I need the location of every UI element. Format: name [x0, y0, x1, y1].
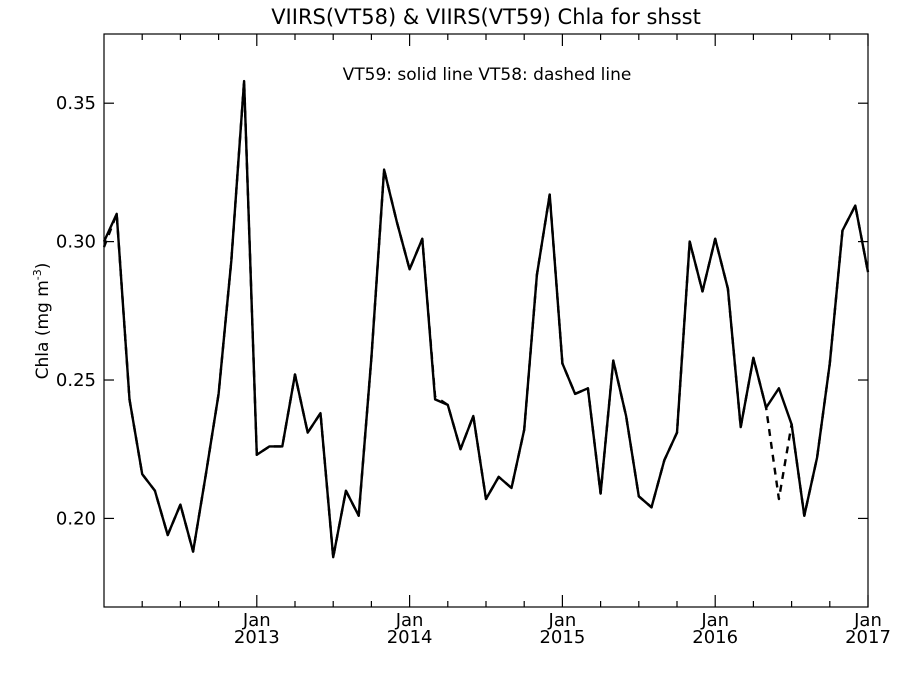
line-style-annotation: VT59: solid line VT58: dashed line — [343, 65, 632, 85]
x-tick-month-label: Jan — [853, 610, 882, 631]
series-line-vt58-dashed — [102, 79, 870, 559]
x-tick-year-label: 2015 — [539, 627, 585, 648]
y-tick-label: 0.35 — [56, 93, 96, 114]
x-tick-year-label: 2017 — [845, 627, 891, 648]
y-axis-ticks: 0.20 0.25 0.30 0.35 — [56, 93, 868, 529]
x-tick-year-label: 2014 — [387, 627, 433, 648]
y-tick-label: 0.25 — [56, 370, 96, 391]
y-axis-label-exponent: -3 — [31, 269, 44, 280]
series-line-vt59-solid — [102, 79, 870, 559]
y-tick-label: 0.20 — [56, 508, 96, 529]
y-axis-label-close: ) — [33, 263, 53, 270]
x-tick-year-label: 2016 — [692, 627, 738, 648]
y-tick-label: 0.30 — [56, 232, 96, 253]
x-tick-month-label: Jan — [242, 610, 271, 631]
x-tick-month-label: Jan — [395, 610, 424, 631]
y-axis-label: Chla (mg m-3) — [31, 263, 53, 380]
series-lines — [102, 79, 870, 559]
x-tick-year-label: 2013 — [234, 627, 280, 648]
x-tick-month-label: Jan — [700, 610, 729, 631]
chart-title: VIIRS(VT58) & VIIRS(VT59) Chla for shsst — [271, 5, 701, 29]
y-axis-label-main: Chla (mg m — [33, 280, 53, 379]
plot-frame — [103, 33, 869, 608]
x-tick-month-label: Jan — [548, 610, 577, 631]
